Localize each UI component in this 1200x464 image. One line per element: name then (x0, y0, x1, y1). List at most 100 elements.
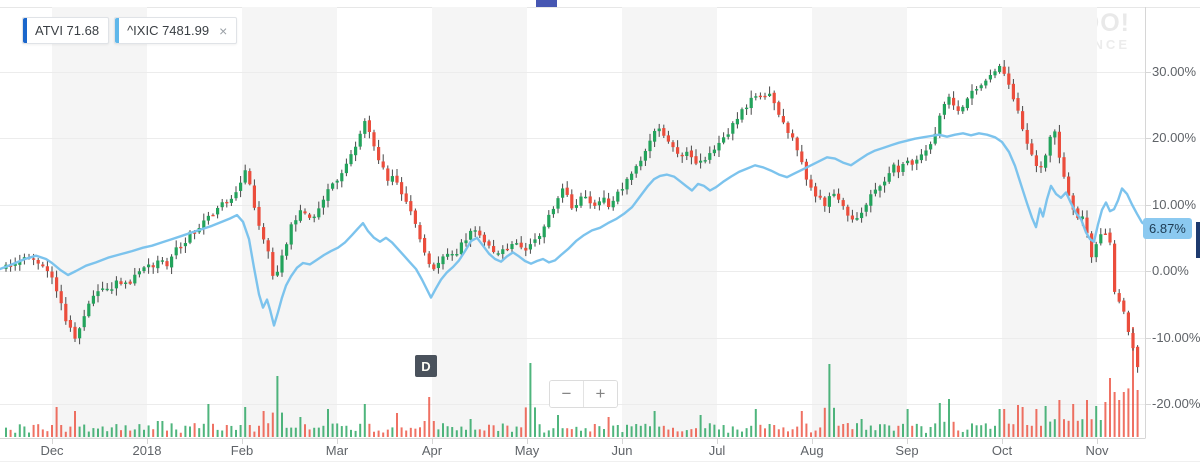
ticker-chip-atvi[interactable]: ATVI 71.68 (22, 17, 110, 44)
volume-bar (478, 429, 481, 437)
volume-bar (1122, 392, 1125, 437)
candle-body (855, 218, 859, 220)
volume-bar (87, 431, 90, 437)
interval-badge[interactable]: D (415, 355, 437, 377)
volume-bar (175, 429, 178, 437)
candle-body (137, 271, 141, 275)
volume-bar (189, 426, 191, 437)
candle-body (1034, 155, 1038, 166)
candle-body (1103, 233, 1107, 235)
candle-body (1048, 136, 1052, 156)
candle-body (1090, 233, 1094, 258)
candle-body (248, 171, 252, 185)
zoom-in-button[interactable]: + (584, 381, 617, 407)
candle-body (699, 160, 703, 163)
volume-bar (741, 431, 743, 437)
zoom-out-button[interactable]: − (550, 381, 584, 407)
candle-body (413, 210, 417, 224)
volume-bar (1049, 421, 1052, 437)
y-axis-label: 0.00% (1152, 263, 1189, 278)
candle-body (492, 246, 496, 253)
candle-body (841, 200, 845, 207)
volume-bar (391, 427, 394, 437)
candle-body (317, 208, 321, 218)
volume-bar (97, 428, 99, 437)
volume-bar (1076, 420, 1079, 437)
volume-bar (989, 428, 992, 437)
volume-bar (244, 407, 247, 437)
candle-body (1002, 66, 1006, 74)
volume-bar (405, 430, 408, 437)
candle-body (96, 291, 100, 297)
candle-body (570, 194, 574, 209)
candle-body (225, 201, 229, 204)
right-edge-marker[interactable] (1196, 222, 1200, 258)
candle-body (418, 225, 422, 240)
candle-body (869, 194, 873, 206)
candle-body (671, 142, 675, 148)
candle-body (1131, 333, 1135, 349)
candle-body (717, 142, 721, 151)
volume-bar (60, 425, 63, 437)
volume-bar (152, 429, 155, 437)
candle-body (1007, 73, 1011, 85)
volume-bar (193, 423, 196, 437)
volume-bar (915, 423, 918, 437)
volume-bar (874, 430, 877, 437)
volume-bar (317, 427, 320, 437)
volume-bar (929, 426, 932, 437)
volume-bar (1030, 425, 1033, 437)
volume-bar (409, 427, 412, 437)
volume-bar (515, 426, 518, 437)
candle-body (1080, 216, 1084, 220)
volume-bar (161, 421, 164, 437)
candle-body (464, 240, 468, 244)
volume-bar (566, 428, 569, 437)
volume-bar (833, 407, 835, 437)
volume-bar (511, 431, 513, 437)
candle-body (556, 198, 560, 209)
volume-bar (998, 409, 1001, 437)
volume-bar (285, 427, 288, 437)
candle-body (243, 170, 247, 183)
close-icon[interactable]: × (219, 22, 228, 39)
ticker-chip-ixic[interactable]: ^IXIC 7481.99 × (114, 17, 238, 44)
candle-body (18, 260, 22, 265)
candle-body (740, 109, 744, 120)
volume-bar (653, 411, 656, 437)
volume-bar (1053, 419, 1056, 437)
top-divider (0, 7, 1200, 8)
volume-bar (143, 429, 145, 437)
candle-body (266, 240, 270, 252)
candle-body (970, 90, 974, 99)
candle-body (220, 202, 224, 208)
volume-bar (1132, 327, 1134, 437)
volume-bar (46, 431, 49, 437)
volume-bar (258, 425, 260, 437)
candle-body (883, 181, 887, 186)
candle-body (1039, 165, 1043, 168)
zoom-control: − + (549, 380, 618, 408)
candle-body (956, 106, 960, 111)
volume-bar (110, 427, 113, 437)
volume-bar (290, 427, 293, 437)
candle-body (896, 165, 900, 173)
volume-bar (202, 423, 205, 437)
volume-bar (101, 426, 104, 437)
candle-body (1044, 155, 1048, 168)
candle-body (607, 198, 611, 207)
candle-body (965, 98, 969, 109)
volume-bar (1095, 406, 1098, 437)
volume-bar (681, 431, 684, 437)
candle-body (1021, 111, 1025, 130)
volume-bar (713, 424, 716, 437)
volume-bar (1090, 419, 1093, 437)
candle-body (390, 176, 394, 182)
volume-bar (28, 432, 30, 437)
candle-body (722, 137, 726, 143)
candle-body (473, 230, 477, 232)
candle-body (331, 183, 335, 189)
volume-bar (64, 431, 67, 437)
candle-body (814, 186, 818, 197)
